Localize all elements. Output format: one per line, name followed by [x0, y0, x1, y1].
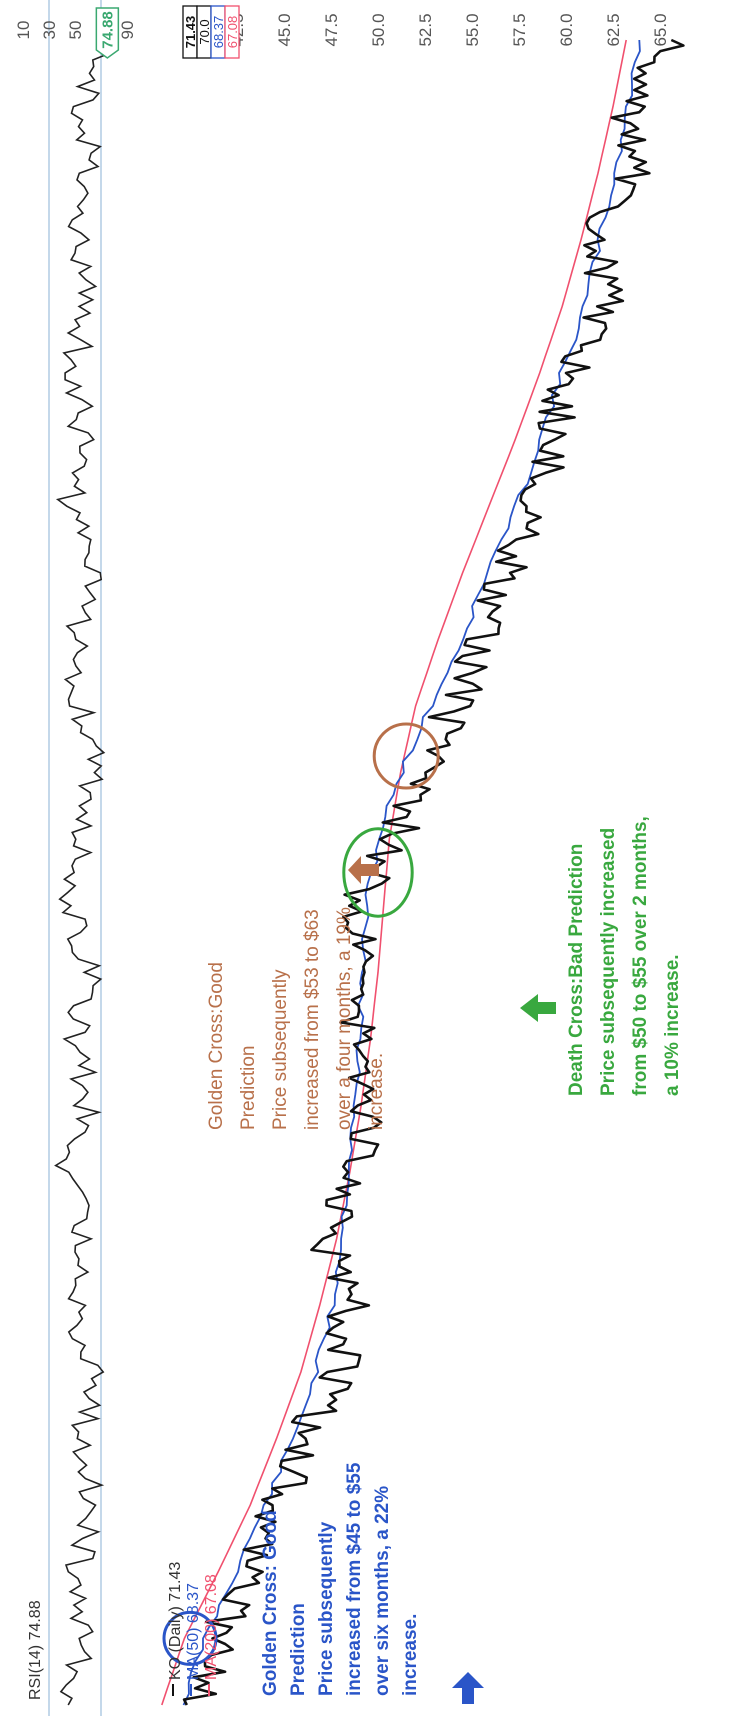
price-tick-text: 60.0: [557, 13, 576, 46]
price-tick-text: 45.0: [275, 13, 294, 46]
arrow-golden-1-icon: [452, 1672, 484, 1704]
price-badge-label: 67.08: [225, 16, 240, 49]
price-tick-text: 55.0: [463, 13, 482, 46]
price-tick-label: 57.5: [510, 13, 529, 46]
annotation-golden-1-line: increase.: [400, 1614, 421, 1696]
price-tick-label: 62.5: [604, 13, 623, 46]
price-tick-label: 60.0: [557, 13, 576, 46]
legend-swatch-ma200: [208, 1684, 210, 1696]
annotation-golden-2-line: Prediction: [238, 1046, 259, 1131]
annotation-golden-cross-1: Golden Cross: Good Prediction Price subs…: [260, 1462, 421, 1696]
legend-swatch-price: [172, 1684, 174, 1696]
annotation-golden-2-line: Price subsequently: [270, 969, 291, 1130]
price-ticks: 65.062.560.057.555.052.550.047.545.042.5…: [181, 13, 670, 46]
annotation-death-line: Price subsequently increased: [598, 828, 619, 1096]
price-tick-text: 47.5: [322, 13, 341, 46]
price-tick-label: 65.0: [651, 13, 670, 46]
rsi-badge-label: 74.88: [99, 11, 116, 49]
cross-markers: [162, 722, 440, 1666]
series-line-ma200: [161, 39, 627, 1706]
annotation-death-cross: Death Cross:Bad Prediction Price subsequ…: [566, 816, 683, 1096]
legend-label-ma50: MA(50) 68.37: [185, 1583, 202, 1680]
price-badge-label: 68.37: [211, 16, 226, 49]
legend-label-price: KO (Daily) 71.43: [167, 1562, 184, 1680]
annotation-golden-1-line: over six months, a 22%: [372, 1486, 393, 1696]
rsi-legend: RSI(14) 74.88: [27, 1600, 44, 1700]
annotation-death-title: Death Cross:Bad Prediction: [566, 844, 587, 1096]
price-badge-label: 71.43: [183, 16, 198, 49]
price-badge-text: 70.0: [197, 19, 212, 44]
annotation-golden-1-line: increased from $45 to $55: [344, 1462, 365, 1696]
rsi-last-value-badge: 74.88: [95, 7, 120, 59]
price-tick-text: 50.0: [369, 13, 388, 46]
rsi-badge-text: 74.88: [99, 11, 116, 49]
cross-marker-death-bad: [342, 827, 414, 918]
cross-marker-golden-good-2: [372, 722, 440, 790]
rsi-line: [54, 39, 111, 1706]
price-tick-label: 47.5: [322, 13, 341, 46]
price-tick-label: 55.0: [463, 13, 482, 46]
legend-swatch-ma50: [190, 1684, 192, 1696]
price-tick-label: 45.0: [275, 13, 294, 46]
price-tick-text: 52.5: [416, 13, 435, 46]
price-tick-text: 65.0: [651, 13, 670, 46]
rsi-tick-label: 10: [14, 21, 33, 40]
price-tick-text: 62.5: [604, 13, 623, 46]
price-tick-label: 50.0: [369, 13, 388, 46]
arrow-death-icon: [520, 994, 556, 1022]
annotation-golden-2-title: Golden Cross:Good: [206, 962, 227, 1130]
rsi-tick-label: 50: [66, 21, 85, 40]
price-badge-text: 71.43: [183, 16, 198, 49]
arrow-golden-2-icon: [348, 856, 379, 884]
rsi-tick-label: 30: [40, 21, 59, 40]
annotation-death-line: from $50 to $55 over 2 months,: [630, 816, 651, 1096]
annotation-golden-2-line: increased from $53 to $63: [302, 909, 323, 1130]
rsi-tick-text: 30: [40, 21, 59, 40]
price-last-value-badges: 71.43 70.0 68.37 67.08: [182, 5, 240, 59]
annotation-golden-1-line: Prediction: [288, 1603, 309, 1696]
price-badge-label: 70.0: [197, 19, 212, 44]
price-tick-text: 57.5: [510, 13, 529, 46]
annotation-golden-1-title: Golden Cross: Good: [260, 1510, 281, 1696]
annotation-death-line: a 10% increase.: [662, 954, 683, 1096]
price-badge-text: 68.37: [211, 16, 226, 49]
rsi-tick-text: 10: [14, 21, 33, 40]
rsi-tick-text: 50: [66, 21, 85, 40]
rsi-legend-label: RSI(14) 74.88: [27, 1600, 44, 1700]
price-badge-frame: [224, 5, 240, 59]
price-legend: KO (Daily) 71.43 MA(50) 68.37 MA(200) 67…: [167, 1562, 220, 1696]
annotation-golden-cross-2: Golden Cross:Good Prediction Price subse…: [206, 907, 387, 1130]
annotation-golden-1-line: Price subsequently: [316, 1521, 337, 1696]
legend-label-ma200: MA(200) 67.08: [203, 1574, 220, 1680]
cross-marker-golden-good-1: [162, 1610, 218, 1666]
rsi-panel: 90 50 30 10 74.88 RSI(14) 74.88: [14, 0, 137, 1716]
annotation-golden-2-line: over a four months, a 19%: [334, 907, 355, 1130]
price-badge-text: 67.08: [225, 16, 240, 49]
rsi-tick-label: 90: [118, 21, 137, 40]
price-tick-label: 52.5: [416, 13, 435, 46]
rsi-badge-frame: [95, 7, 120, 59]
rsi-tick-text: 90: [118, 21, 137, 40]
annotation-golden-2-line: increase.: [366, 1053, 387, 1130]
rsi-ticks: 90 50 30 10: [14, 21, 137, 40]
